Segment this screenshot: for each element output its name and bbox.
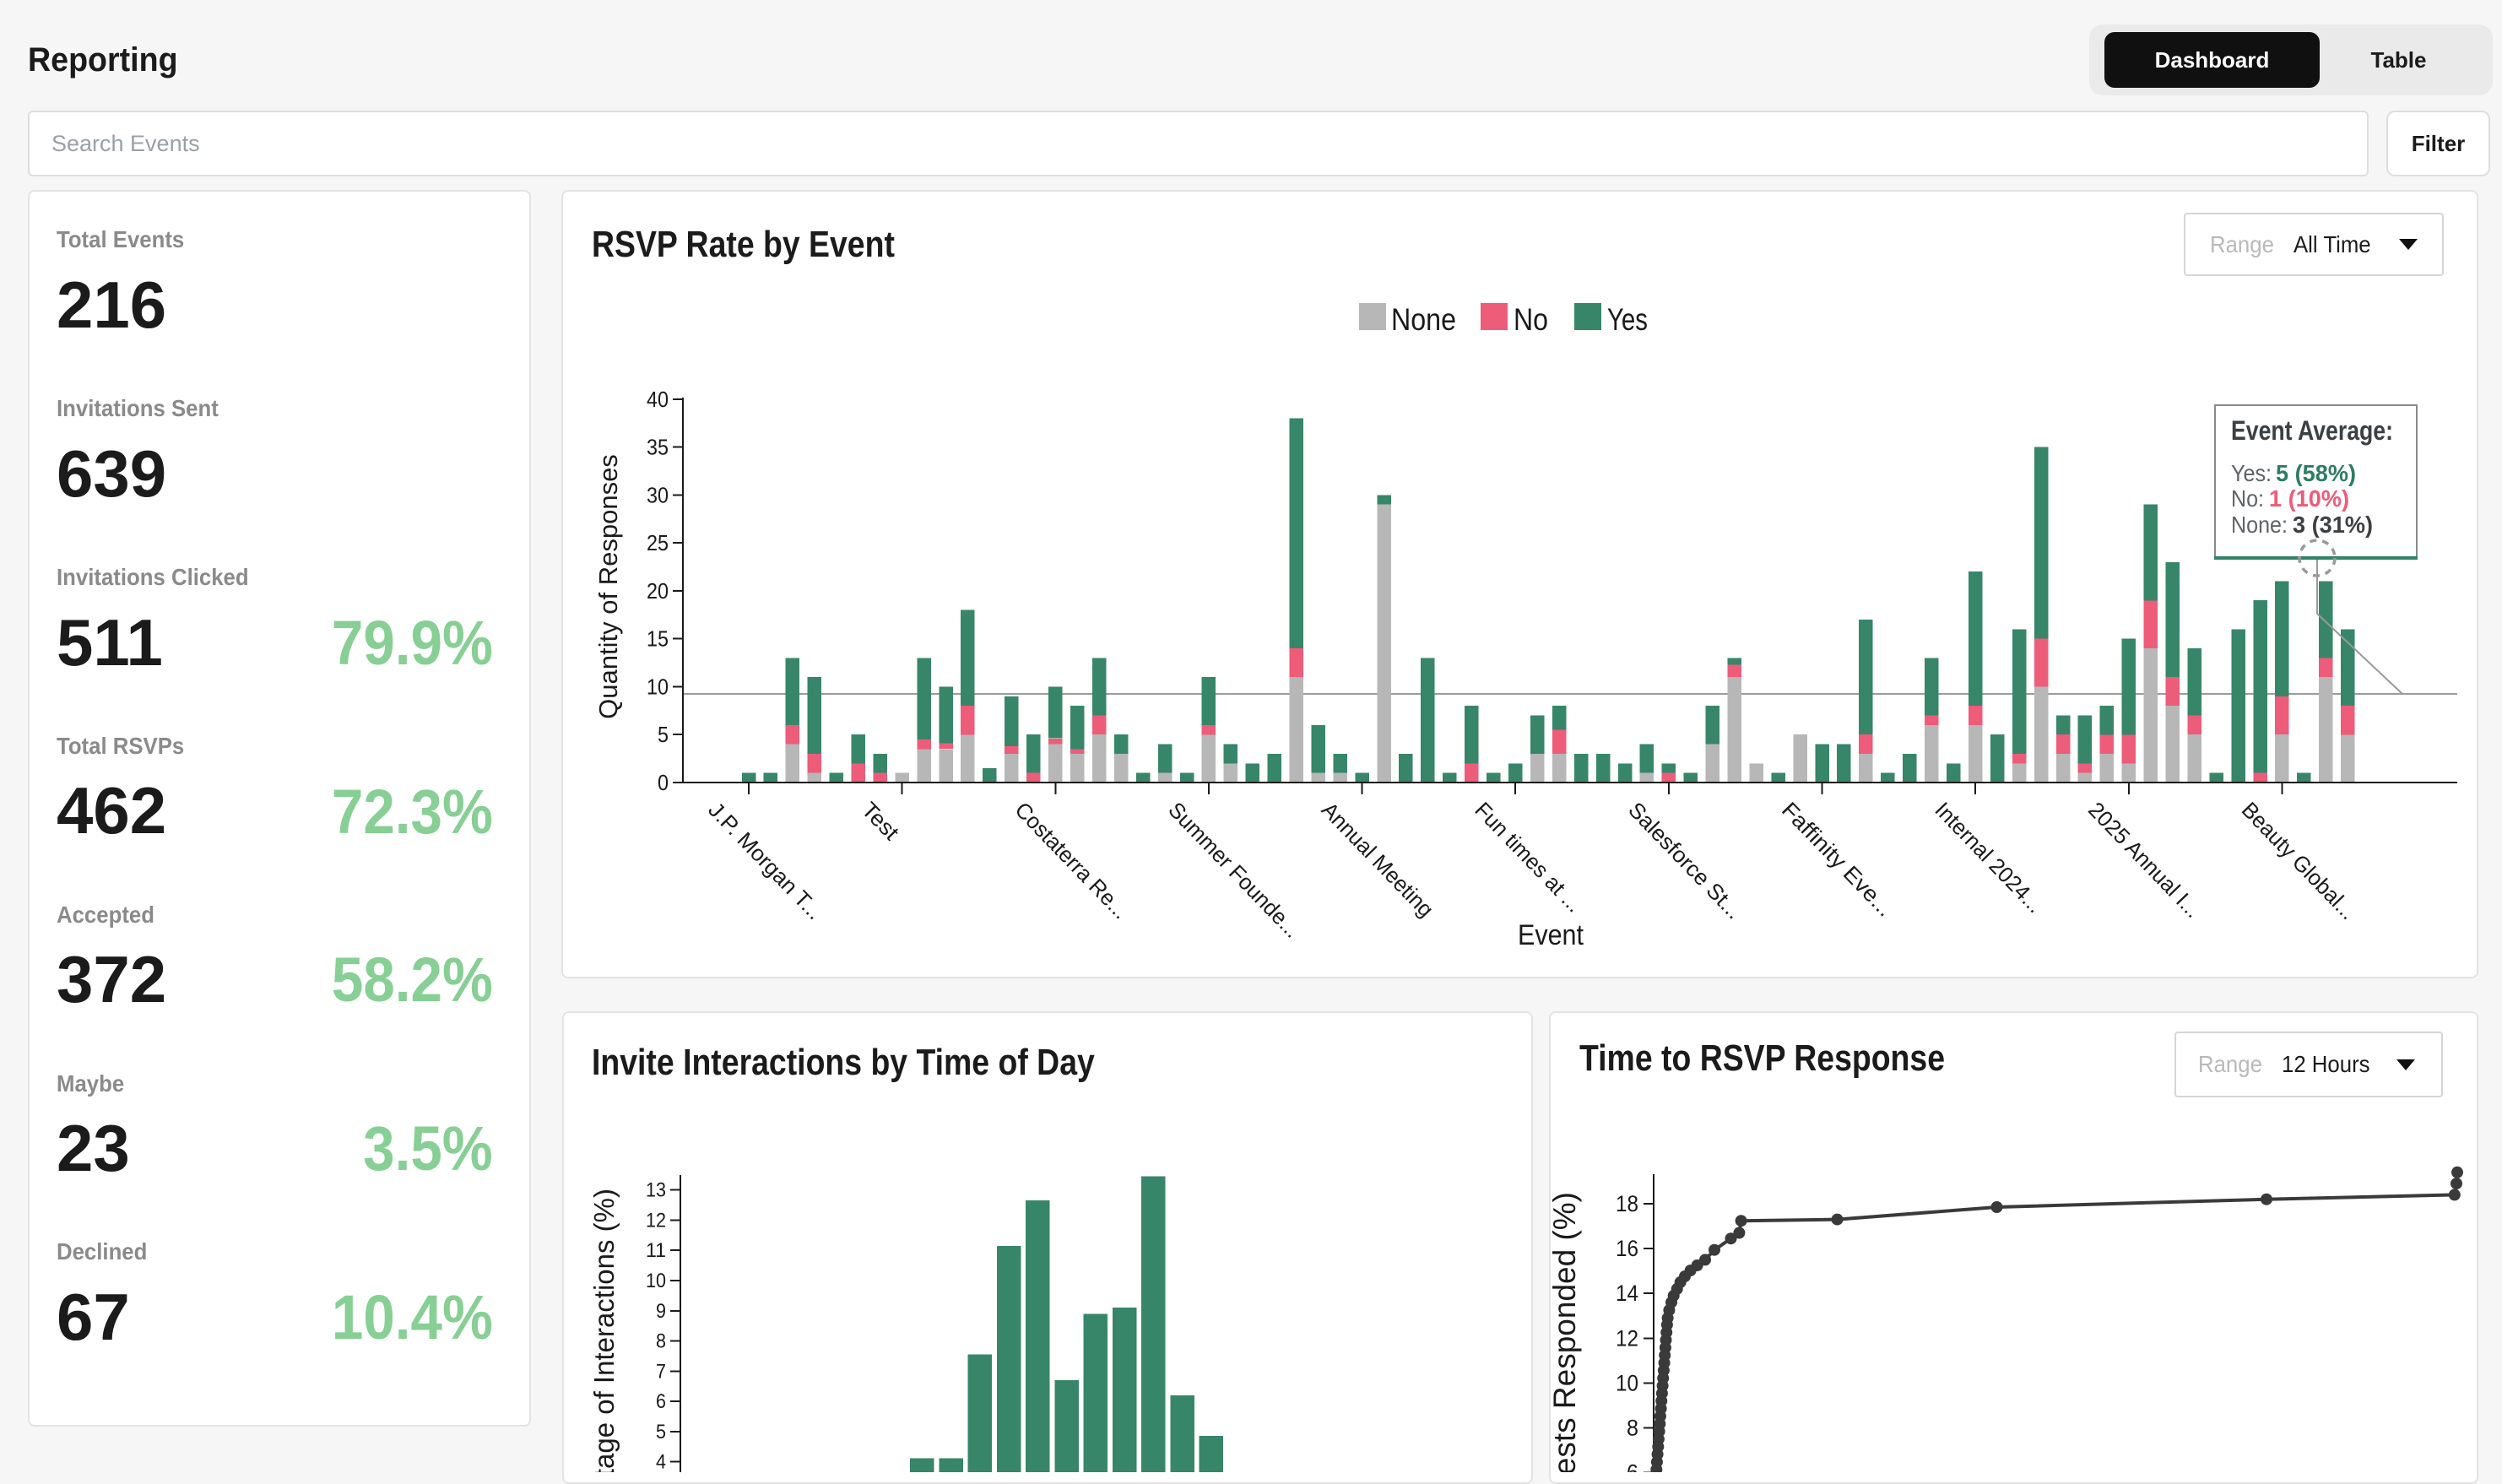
svg-text:9: 9 xyxy=(656,1300,666,1323)
svg-text:25: 25 xyxy=(647,530,669,555)
svg-text:Yes:: Yes: xyxy=(2231,460,2272,486)
svg-text:Event: Event xyxy=(1518,919,1584,951)
svg-text:8: 8 xyxy=(656,1330,666,1353)
svg-text:20: 20 xyxy=(647,578,669,604)
svg-text:35: 35 xyxy=(647,435,669,460)
svg-text:2025 Annual I...: 2025 Annual I... xyxy=(2083,797,2206,923)
svg-text:No:: No: xyxy=(2231,485,2264,512)
svg-text:J.P. Morgan T...: J.P. Morgan T... xyxy=(703,797,827,924)
svg-text:14: 14 xyxy=(1616,1281,1638,1306)
svg-text:12: 12 xyxy=(646,1210,666,1232)
svg-text:Internal 2024...: Internal 2024... xyxy=(1930,797,2048,918)
svg-text:None:: None: xyxy=(2231,512,2288,538)
svg-text:0: 0 xyxy=(658,770,669,795)
svg-text:8: 8 xyxy=(1627,1416,1638,1441)
svg-text:7: 7 xyxy=(656,1360,666,1383)
svg-text:16: 16 xyxy=(1616,1236,1638,1261)
svg-text:1 (10%): 1 (10%) xyxy=(2269,485,2349,512)
svg-text:6: 6 xyxy=(656,1390,666,1413)
svg-text:30: 30 xyxy=(647,482,669,507)
svg-text:Annual Meeting: Annual Meeting xyxy=(1317,797,1439,922)
svg-text:Fun times at ...: Fun times at ... xyxy=(1470,797,1587,917)
svg-text:40: 40 xyxy=(647,387,669,412)
svg-text:Percentage of Guests Responded: Percentage of Guests Responded (%) xyxy=(1549,1192,1582,1472)
svg-text:4: 4 xyxy=(656,1451,666,1472)
svg-text:5: 5 xyxy=(658,722,669,747)
svg-text:Event Average:: Event Average: xyxy=(2231,415,2393,446)
svg-text:Faffinity Eve...: Faffinity Eve... xyxy=(1777,797,1898,921)
svg-text:10: 10 xyxy=(1616,1370,1638,1395)
svg-text:5: 5 xyxy=(656,1421,666,1443)
svg-text:12: 12 xyxy=(1616,1325,1638,1351)
svg-text:15: 15 xyxy=(647,626,669,652)
svg-text:None: None xyxy=(1391,302,1456,337)
svg-text:Summer Founde...: Summer Founde... xyxy=(1163,797,1305,943)
svg-text:Percentage of Interactions (%): Percentage of Interactions (%) xyxy=(588,1189,620,1472)
svg-text:11: 11 xyxy=(646,1239,666,1262)
svg-text:Test: Test xyxy=(857,797,905,845)
svg-text:No: No xyxy=(1514,302,1548,337)
svg-text:10: 10 xyxy=(647,674,669,699)
svg-text:6: 6 xyxy=(1627,1460,1638,1472)
svg-text:10: 10 xyxy=(646,1270,666,1292)
svg-text:Yes: Yes xyxy=(1607,302,1648,337)
svg-text:13: 13 xyxy=(646,1179,666,1202)
svg-text:5 (58%): 5 (58%) xyxy=(2276,460,2356,486)
svg-text:18: 18 xyxy=(1616,1191,1638,1216)
svg-text:Beauty Global...: Beauty Global... xyxy=(2237,797,2361,924)
svg-text:Salesforce St...: Salesforce St... xyxy=(1623,797,1747,923)
svg-text:Costaterra Re...: Costaterra Re... xyxy=(1010,797,1135,923)
svg-text:3 (31%): 3 (31%) xyxy=(2293,512,2373,538)
svg-text:Quantity of Responses: Quantity of Responses xyxy=(593,454,623,719)
